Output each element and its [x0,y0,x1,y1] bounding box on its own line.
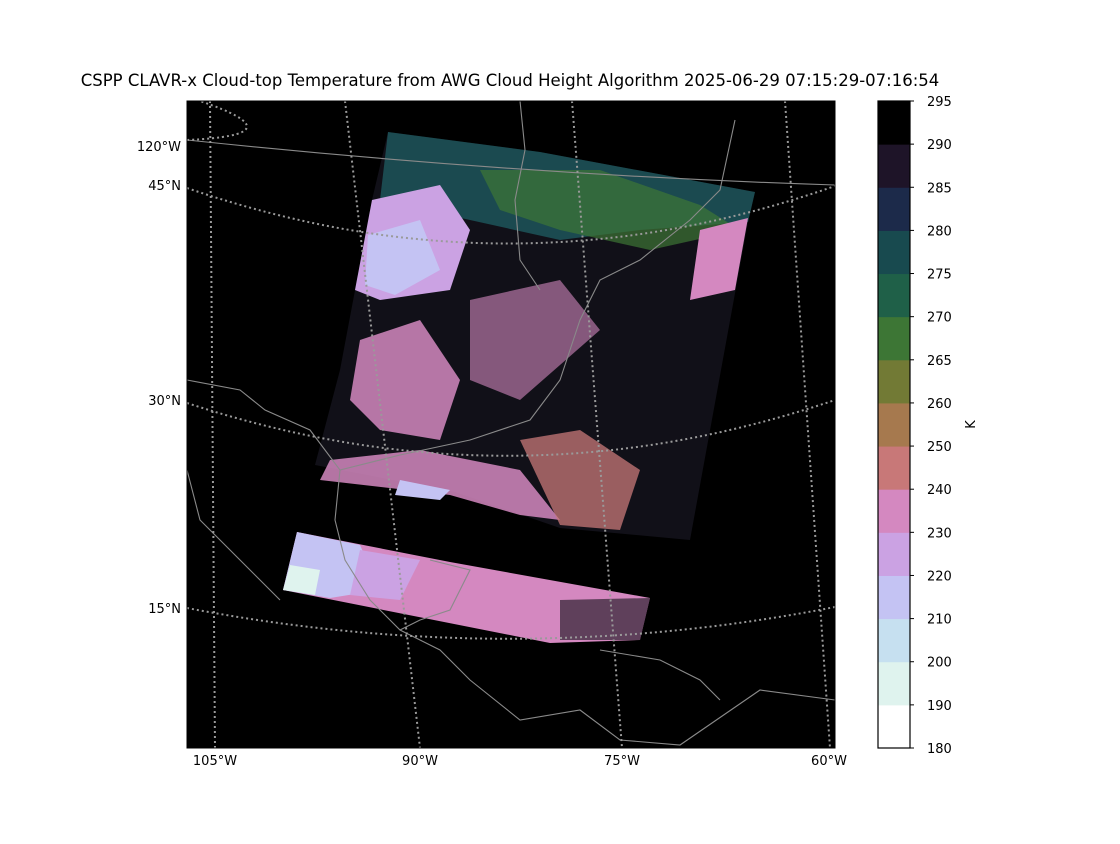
lat-label: 30°N [148,394,181,409]
coastlines [187,101,835,746]
colorbar-segment [878,230,910,275]
colorbar-segment [878,532,910,576]
colorbar: 180 190 200 210 220 230 240 250 260 265 270 275 280 2… [877,95,979,757]
colorbar-tick-label: 280 [927,224,952,239]
satellite-swath [283,132,755,643]
colorbar-tick-label: 265 [927,354,952,369]
colorbar-segment [878,316,910,361]
map [187,101,835,748]
colorbar-tick-label: 180 [927,742,952,757]
title: CSPP CLAVR-x Cloud-top Temperature from … [81,71,940,90]
lon-label: 105°W [193,754,237,769]
colorbar-tick-label: 200 [927,656,952,671]
lon-label: 75°W [604,754,640,769]
colorbar-tick-label: 270 [927,311,952,326]
colorbar-tick-label: 290 [927,138,952,153]
colorbar-tick-label: 190 [927,699,952,714]
colorbar-segment [878,704,910,749]
colorbar-segment [878,359,910,404]
colorbar-segment [878,273,910,318]
lon-label: 90°W [402,754,438,769]
colorbar-tick-label: 250 [927,440,952,455]
colorbar-tick-label: 240 [927,483,952,498]
colorbar-tick-label: 220 [927,569,952,584]
colorbar-segment [878,575,910,620]
colorbar-tick-label: 295 [927,95,952,110]
colorbar-segment [878,187,910,231]
lat-label: 15°N [148,602,181,617]
colorbar-segment [878,144,910,188]
colorbar-segment [878,402,910,447]
colorbar-frame [877,100,911,749]
colorbar-segment [878,661,910,706]
colorbar-segment [878,489,910,533]
colorbar-label: K [964,420,979,429]
lon-label: 60°W [811,754,847,769]
colorbar-tick-label: 210 [927,613,952,628]
colorbar-tick-label: 285 [927,181,952,196]
lon-label: 120°W [137,140,181,155]
colorbar-segment [878,101,910,145]
colorbar-tick-label: 275 [927,268,952,283]
graticule [187,101,835,748]
colorbar-segment [878,446,910,490]
lat-label: 45°N [148,179,181,194]
colorbar-tick-label: 260 [927,397,952,412]
map-frame [186,100,836,749]
colorbar-tick-label: 230 [927,526,952,541]
colorbar-segment [878,618,910,663]
